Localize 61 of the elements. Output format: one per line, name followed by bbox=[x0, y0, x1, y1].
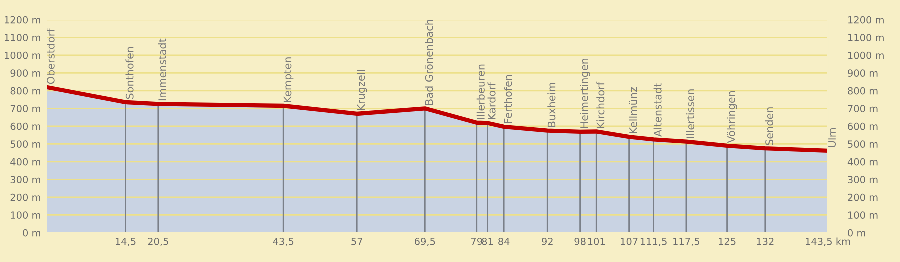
x-tick-label: 132 bbox=[757, 238, 774, 246]
x-tick-label: 125 bbox=[719, 238, 736, 246]
y2-tick-label: 100 m bbox=[848, 212, 878, 219]
y-tick-label: 900 m bbox=[10, 70, 40, 77]
ref-line-label: Kempten bbox=[284, 58, 294, 102]
y-tick-label: 400 m bbox=[10, 158, 40, 166]
x-tick-label: 14,5 bbox=[116, 238, 136, 246]
y-tick-label: 100 m bbox=[11, 212, 40, 219]
x-tick-label: 84 bbox=[498, 238, 510, 246]
y-tick-label: 0 m bbox=[23, 229, 40, 237]
ref-line-label: Bad Grönenbach bbox=[425, 20, 434, 105]
ref-line-label: Kardorf bbox=[488, 82, 496, 120]
ref-line-label: Heimertingen bbox=[580, 58, 590, 128]
ref-line-label: Kirchdorf bbox=[596, 82, 605, 128]
y2-tick-label: 400 m bbox=[848, 158, 878, 166]
x-tick-label: 111,5 bbox=[640, 238, 667, 246]
ref-line-label: Vöhringen bbox=[727, 91, 738, 144]
y-tick-label: 1000 m bbox=[5, 52, 40, 60]
x-tick-label: 98 bbox=[574, 238, 586, 246]
ref-line-label: Senden bbox=[765, 108, 774, 146]
y2-tick-label: 700 m bbox=[848, 105, 878, 112]
y2-tick-label: 1200 m bbox=[848, 16, 884, 24]
y2-tick-label: 200 m bbox=[848, 194, 878, 202]
y-tick-label: 500 m bbox=[10, 140, 40, 148]
ref-line-label: Illertissen bbox=[686, 90, 695, 138]
x-tick-label: 69,5 bbox=[415, 238, 436, 246]
x-tick-label: 92 bbox=[542, 238, 553, 246]
x-tick-label: 20,5 bbox=[148, 238, 168, 246]
ref-line-label: Sonthofen bbox=[126, 47, 134, 100]
ref-line-label: Ulm bbox=[828, 128, 836, 148]
x-tick-label: 143,5 km bbox=[806, 238, 850, 246]
y-tick-label: 200 m bbox=[10, 194, 40, 202]
ref-line-label: Buxheim bbox=[548, 83, 556, 128]
ref-line-label: Oberstdorf bbox=[46, 28, 55, 84]
y2-tick-label: 1100 m bbox=[848, 34, 884, 42]
y-tick-label: 800 m bbox=[10, 87, 40, 95]
ref-line-label: Ferthofen bbox=[504, 75, 512, 124]
y-tick-label: 1200 m bbox=[5, 16, 40, 24]
y2-tick-label: 600 m bbox=[848, 122, 878, 130]
y-tick-label: 700 m bbox=[10, 105, 40, 112]
ref-line-label: Illerbeuren bbox=[476, 64, 485, 120]
x-tick-label: 79 bbox=[471, 238, 482, 246]
x-tick-label: 101 bbox=[588, 238, 606, 246]
x-tick-label: 107 bbox=[621, 238, 638, 246]
ref-line-label: Immenstadt bbox=[158, 38, 166, 101]
x-tick-label: 43,5 bbox=[273, 238, 294, 246]
y2-tick-label: 800 m bbox=[848, 87, 878, 95]
y-tick-label: 300 m bbox=[10, 176, 40, 184]
x-tick-label: 81 bbox=[482, 238, 494, 246]
ref-line-label: Altenstadt bbox=[654, 84, 662, 137]
ref-line-label: Krugzell bbox=[357, 70, 368, 110]
ref-line-label: Kellmünz bbox=[629, 88, 638, 134]
y-tick-label: 1100 m bbox=[5, 34, 40, 42]
y2-tick-label: 300 m bbox=[848, 176, 878, 184]
y2-tick-label: 0 m bbox=[848, 229, 866, 237]
y2-tick-label: 500 m bbox=[848, 140, 878, 148]
x-tick-label: 57 bbox=[352, 238, 362, 246]
y-tick-label: 600 m bbox=[10, 122, 40, 130]
x-tick-label: 117,5 bbox=[674, 238, 700, 246]
y2-tick-label: 900 m bbox=[848, 70, 878, 77]
y2-tick-label: 1000 m bbox=[848, 52, 884, 60]
